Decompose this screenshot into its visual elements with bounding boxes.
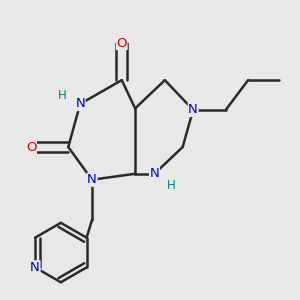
Text: O: O xyxy=(26,140,36,154)
Text: H: H xyxy=(167,178,175,192)
Text: N: N xyxy=(87,173,97,186)
Text: N: N xyxy=(188,103,198,116)
Text: N: N xyxy=(30,261,40,274)
Text: H: H xyxy=(58,88,67,101)
Text: N: N xyxy=(150,167,159,180)
Text: O: O xyxy=(116,37,127,50)
Text: N: N xyxy=(75,98,85,110)
